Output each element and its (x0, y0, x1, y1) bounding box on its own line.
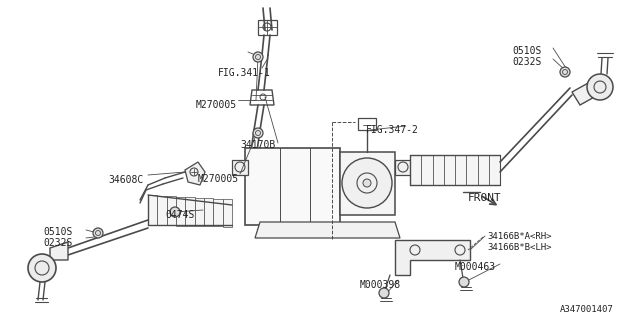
Bar (455, 155, 467, 185)
Text: M000398: M000398 (360, 280, 401, 290)
Text: 0510S: 0510S (512, 46, 541, 56)
Bar (467, 155, 477, 185)
Text: FRONT: FRONT (468, 193, 502, 203)
Polygon shape (572, 82, 598, 105)
Polygon shape (395, 240, 470, 275)
Circle shape (587, 74, 613, 100)
Text: 0474S: 0474S (165, 210, 195, 220)
Polygon shape (395, 160, 412, 175)
Circle shape (253, 52, 263, 62)
Text: M270005: M270005 (198, 174, 239, 184)
Bar (477, 155, 489, 185)
Text: FIG.341-1: FIG.341-1 (218, 68, 271, 78)
Text: 0232S: 0232S (43, 238, 72, 248)
Bar (157, 196, 166, 225)
Text: M000463: M000463 (455, 262, 496, 272)
Bar (433, 155, 444, 185)
Bar (204, 198, 213, 226)
Polygon shape (255, 222, 400, 238)
Circle shape (93, 228, 103, 238)
Circle shape (459, 277, 469, 287)
Text: 34170B: 34170B (240, 140, 275, 150)
Bar (489, 155, 500, 185)
Polygon shape (340, 152, 395, 215)
Polygon shape (185, 162, 205, 185)
Bar (195, 197, 204, 226)
Polygon shape (50, 242, 68, 260)
Circle shape (253, 128, 263, 138)
Circle shape (379, 288, 389, 298)
Bar (444, 155, 455, 185)
Circle shape (363, 179, 371, 187)
Bar (166, 196, 176, 225)
Text: 34608C: 34608C (108, 175, 143, 185)
Polygon shape (245, 148, 340, 225)
Text: FIG.347-2: FIG.347-2 (366, 125, 419, 135)
Circle shape (170, 207, 180, 217)
Circle shape (28, 254, 56, 282)
Bar (223, 199, 232, 227)
Text: 0510S: 0510S (43, 227, 72, 237)
Circle shape (342, 158, 392, 208)
Text: 34166B*A<RH>: 34166B*A<RH> (487, 232, 552, 241)
Text: M270005: M270005 (196, 100, 237, 110)
Bar (148, 195, 157, 225)
Bar (410, 155, 421, 185)
Polygon shape (232, 160, 248, 175)
Bar (186, 197, 195, 226)
Bar (213, 198, 223, 227)
Text: 0232S: 0232S (512, 57, 541, 67)
Text: A347001407: A347001407 (560, 305, 614, 314)
Bar (421, 155, 433, 185)
Bar (176, 196, 186, 226)
Circle shape (560, 67, 570, 77)
Text: 34166B*B<LH>: 34166B*B<LH> (487, 243, 552, 252)
